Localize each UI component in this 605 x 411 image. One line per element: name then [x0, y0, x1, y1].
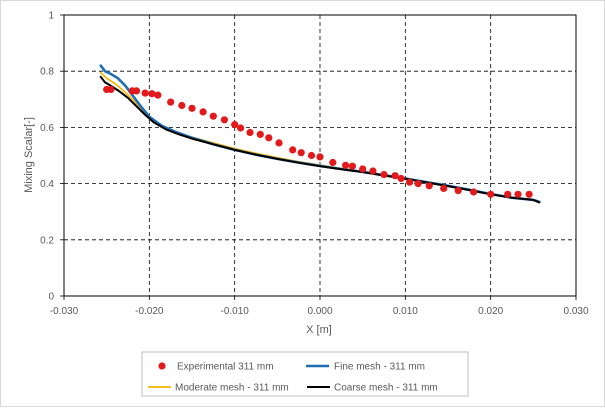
experimental-point: [289, 146, 297, 154]
experimental-point: [359, 165, 367, 173]
experimental-point: [297, 149, 305, 157]
experimental-point: [454, 187, 462, 195]
x-tick-label: 0.030: [563, 306, 588, 317]
experimental-point: [132, 87, 141, 95]
y-tick-label: 0.2: [40, 235, 54, 246]
experimental-point: [237, 124, 245, 132]
legend-entry-moderate-mesh: Moderate mesh - 311 mm: [148, 383, 289, 394]
y-tick-label: 0: [48, 292, 54, 303]
legend-entry-experimental: Experimental 311 mm: [158, 362, 274, 373]
legend-entry-coarse-mesh: Coarse mesh - 311 mm: [307, 383, 438, 394]
series-points: [103, 85, 533, 198]
gridlines: [64, 15, 576, 296]
x-tick-label: -0.010: [220, 306, 249, 317]
experimental-point: [504, 190, 512, 198]
x-axis-title: X [m]: [306, 324, 332, 336]
x-tick-label: 0.000: [307, 306, 332, 317]
experimental-point: [391, 172, 399, 180]
legend-label-experimental: Experimental 311 mm: [177, 362, 274, 373]
experimental-point: [397, 174, 405, 183]
y-tick-labels: 0 0.2 0.4 0.6 0.8 1: [40, 11, 54, 303]
experimental-point: [487, 190, 495, 198]
experimental-point: [141, 89, 149, 97]
legend: Experimental 311 mm Fine mesh - 311 mm M…: [141, 351, 469, 397]
experimental-point: [199, 108, 207, 116]
experimental-point: [178, 101, 186, 110]
plot-area-border: [63, 14, 577, 297]
experimental-point: [425, 182, 433, 190]
y-tick-label: 1: [48, 11, 54, 22]
experimental-point: [369, 167, 377, 175]
legend-label-fine-mesh: Fine mesh - 311 mm: [334, 362, 425, 373]
experimental-point: [167, 98, 175, 106]
experimental-point: [329, 158, 337, 167]
experimental-point: [154, 91, 162, 99]
experimental-point: [256, 130, 264, 138]
y-tick-label: 0.4: [40, 179, 54, 190]
x-tick-label: -0.020: [135, 306, 164, 317]
experimental-point: [440, 184, 448, 192]
experimental-point: [380, 171, 388, 179]
experimental-point: [414, 180, 422, 188]
y-tick-label: 0.6: [40, 123, 54, 134]
legend-label-coarse-mesh: Coarse mesh - 311 mm: [334, 383, 438, 394]
legend-label-moderate-mesh: Moderate mesh - 311 mm: [175, 383, 289, 394]
experimental-point: [406, 178, 414, 186]
experimental-point: [342, 161, 350, 169]
x-tick-label: 0.010: [393, 306, 418, 317]
experimental-point: [265, 134, 273, 142]
experimental-point: [188, 104, 196, 112]
experimental-point: [316, 153, 324, 161]
experimental-point: [307, 151, 316, 160]
experimental-point: [275, 139, 283, 147]
experimental-point: [107, 85, 115, 94]
axes: [60, 14, 577, 300]
experimental-point: [148, 90, 156, 98]
x-tick-label: 0.020: [478, 306, 503, 317]
experimental-point: [231, 121, 239, 129]
legend-entry-fine-mesh: Fine mesh - 311 mm: [306, 362, 425, 373]
experimental-point: [514, 190, 522, 198]
x-tick-label: -0.030: [50, 306, 79, 317]
experimental-point: [220, 116, 228, 124]
legend-box: [141, 351, 469, 397]
experimental-point: [348, 162, 356, 170]
experimental-point: [470, 188, 478, 196]
y-tick-label: 0.8: [40, 67, 54, 78]
experimental-point: [246, 128, 254, 137]
legend-marker-experimental: [158, 362, 166, 370]
x-tick-labels: -0.030 -0.020 -0.010 0.000 0.010 0.020 0.030: [50, 306, 589, 317]
y-axis-title: Mixing Scalar[-]: [23, 117, 35, 193]
experimental-point: [209, 112, 217, 120]
experimental-point: [525, 190, 533, 198]
